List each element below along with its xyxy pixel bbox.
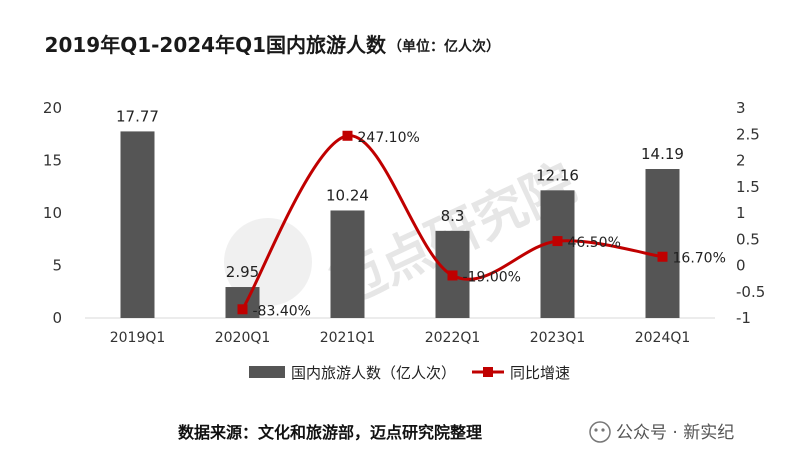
bar-data-label: 14.19 bbox=[641, 145, 684, 163]
y-right-tick-label: -0.5 bbox=[736, 283, 765, 301]
bar-data-label: 12.16 bbox=[536, 166, 579, 184]
growth-marker bbox=[342, 130, 353, 141]
growth-data-label: -19.00% bbox=[463, 269, 521, 285]
growth-data-label: 247.10% bbox=[358, 130, 420, 146]
bar-data-label: 8.3 bbox=[441, 207, 465, 225]
bar bbox=[330, 210, 365, 318]
growth-data-label: -83.40% bbox=[253, 303, 311, 319]
wechat-icon bbox=[589, 421, 611, 443]
growth-marker bbox=[552, 236, 563, 247]
watermark-logo bbox=[224, 218, 312, 306]
wechat-icon-dot2 bbox=[601, 428, 605, 432]
chart-unit: （单位：亿人次） bbox=[388, 38, 500, 55]
y-right-tick-label: 1.5 bbox=[736, 178, 760, 196]
chart-title: 2019年Q1-2024年Q1国内旅游人数 bbox=[45, 33, 387, 57]
legend-swatch-marker bbox=[483, 367, 493, 377]
x-tick-label: 2024Q1 bbox=[635, 330, 691, 346]
label-layer: 17.77 2.95 10.24 8.3 12.16 14.19 -83.40% 247.10… bbox=[116, 107, 726, 319]
x-tick-label: 2021Q1 bbox=[320, 330, 376, 346]
legend: 国内旅游人数（亿人次） 同比增速 bbox=[249, 364, 570, 382]
growth-data-label: 46.50% bbox=[568, 235, 621, 251]
y-left-tick-label: 10 bbox=[43, 204, 62, 222]
legend-label-bar: 国内旅游人数（亿人次） bbox=[291, 364, 456, 382]
x-axis: 2019Q1 2020Q1 2021Q1 2022Q1 2023Q1 2024Q1 bbox=[110, 330, 691, 346]
bar-data-label: 10.24 bbox=[326, 186, 369, 204]
bar-layer bbox=[120, 131, 680, 318]
y-axis-left: 0 5 10 15 20 bbox=[43, 99, 62, 327]
growth-marker bbox=[237, 304, 248, 315]
y-right-tick-label: 2.5 bbox=[736, 125, 760, 143]
growth-line bbox=[241, 134, 663, 311]
line-layer bbox=[237, 130, 668, 315]
bar bbox=[120, 131, 155, 318]
x-tick-label: 2023Q1 bbox=[530, 330, 586, 346]
growth-marker bbox=[657, 251, 668, 262]
bar bbox=[645, 169, 680, 318]
legend-swatch-bar bbox=[249, 366, 285, 378]
bar-data-label: 2.95 bbox=[226, 263, 259, 281]
account-watermark: 公众号 · 新实纪 bbox=[589, 421, 734, 443]
y-right-tick-label: 2 bbox=[736, 152, 746, 170]
x-tick-label: 2019Q1 bbox=[110, 330, 166, 346]
y-left-tick-label: 20 bbox=[43, 99, 62, 117]
bar bbox=[540, 190, 575, 318]
x-tick-label: 2020Q1 bbox=[215, 330, 271, 346]
growth-data-label: 16.70% bbox=[673, 251, 726, 267]
y-left-tick-label: 15 bbox=[43, 152, 62, 170]
source-note: 数据来源：文化和旅游部，迈点研究院整理 bbox=[178, 423, 482, 442]
growth-marker bbox=[447, 270, 458, 281]
y-right-tick-label: 1 bbox=[736, 204, 746, 222]
y-axis-right: -1 -0.5 0 0.5 1 1.5 2 2.5 3 bbox=[736, 99, 765, 327]
y-left-tick-label: 0 bbox=[52, 309, 62, 327]
y-left-tick-label: 5 bbox=[52, 257, 62, 275]
y-right-tick-label: 0.5 bbox=[736, 230, 760, 248]
account-name: 公众号 · 新实纪 bbox=[616, 423, 734, 443]
bar-data-label: 17.77 bbox=[116, 107, 159, 125]
wechat-icon-dot bbox=[594, 428, 598, 432]
y-right-tick-label: 3 bbox=[736, 99, 746, 117]
x-tick-label: 2022Q1 bbox=[425, 330, 481, 346]
legend-label-line: 同比增速 bbox=[510, 364, 570, 382]
y-right-tick-label: 0 bbox=[736, 257, 746, 275]
y-right-tick-label: -1 bbox=[736, 309, 751, 327]
